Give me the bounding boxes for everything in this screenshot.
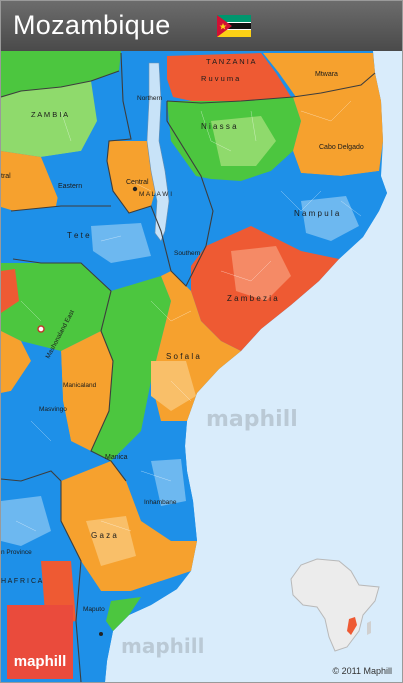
region-zambia-light — [1, 81, 97, 157]
region-zw-north — [1, 263, 111, 351]
label-masvingo: Masvingo — [39, 406, 67, 413]
region-zambezia-light — [231, 246, 291, 301]
lake-malawi — [146, 62, 170, 242]
label-northern: Northern — [137, 95, 163, 102]
region-manicaland — [61, 331, 113, 451]
label-tanzania: T A N Z A N I A — [206, 57, 255, 66]
label-gaza: G a z a — [91, 531, 117, 540]
label-nampula: N a m p u l a — [294, 209, 340, 218]
label-cabo-delgado: Cabo Delgado — [319, 144, 364, 151]
label-manica: Manica — [105, 454, 128, 461]
logo-text: maphill — [13, 653, 67, 670]
city-marker — [132, 186, 138, 192]
region-zw-orange — [1, 331, 31, 393]
title-bar: Mozambique — [1, 1, 402, 51]
region-niassa-light — [211, 116, 276, 166]
region-mtwara — [263, 53, 375, 97]
region-eastern-zm — [41, 151, 123, 206]
africa-locator-inset — [290, 558, 380, 652]
label-malawi: M A L A W I — [139, 191, 172, 198]
label-zambia: Z A M B I A — [31, 110, 68, 119]
madagascar-shape — [367, 621, 371, 635]
country-borders — [1, 52, 376, 682]
label-eastern: Eastern — [58, 183, 82, 190]
maphill-logo[interactable]: maphill — [7, 605, 73, 679]
region-sa-light — [1, 496, 51, 546]
africa-shape — [290, 558, 380, 652]
label-sofala: S o f a l a — [166, 352, 200, 361]
mozambique-highlight — [347, 617, 357, 635]
region-manica — [91, 276, 171, 461]
label-niassa: N i a s s a — [201, 122, 237, 131]
region-zambia-north — [1, 51, 121, 97]
label-south-africa: H A F R I C A — [1, 578, 43, 585]
label-southern: Southern — [174, 250, 201, 257]
label-inhambane: Inhambane — [144, 499, 177, 506]
region-southern-mw — [161, 176, 213, 286]
region-gaza — [61, 461, 197, 591]
label-ruvuma: R u v u m a — [201, 74, 240, 83]
region-inhambane-light — [151, 459, 186, 506]
mozambique-flag-icon — [217, 15, 251, 37]
region-cabo-delgado — [293, 73, 383, 176]
city-marker-maputo — [99, 632, 103, 636]
region-maputo-green — [106, 597, 141, 631]
region-zw-red — [1, 269, 19, 313]
region-maputo — [76, 561, 177, 682]
region-nampula-light — [301, 196, 359, 241]
page-title: Mozambique — [13, 10, 171, 40]
region-central-mw — [107, 141, 161, 213]
region-sofala-light — [151, 361, 196, 411]
region-tanzania — [166, 53, 291, 103]
watermark: maphill — [206, 407, 298, 432]
region-masvingo — [1, 351, 71, 481]
label-manicaland: Manicaland — [63, 382, 97, 389]
district-borders — [15, 100, 362, 532]
capital-marker — [37, 325, 45, 333]
label-limpopo-province: n Province — [1, 549, 32, 556]
region-tete-light — [91, 223, 151, 263]
label-tete: T e t e — [67, 231, 90, 240]
label-central: Central — [126, 179, 149, 186]
label-maputo: Maputo — [83, 606, 105, 613]
copyright-notice: © 2011 Maphill — [332, 666, 393, 676]
label-mtwara: Mtwara — [315, 71, 338, 78]
watermark-bottom: maphill — [121, 634, 204, 658]
label-central-left: tral — [1, 173, 11, 180]
label-zambezia: Z a m b e z i a — [227, 294, 278, 303]
